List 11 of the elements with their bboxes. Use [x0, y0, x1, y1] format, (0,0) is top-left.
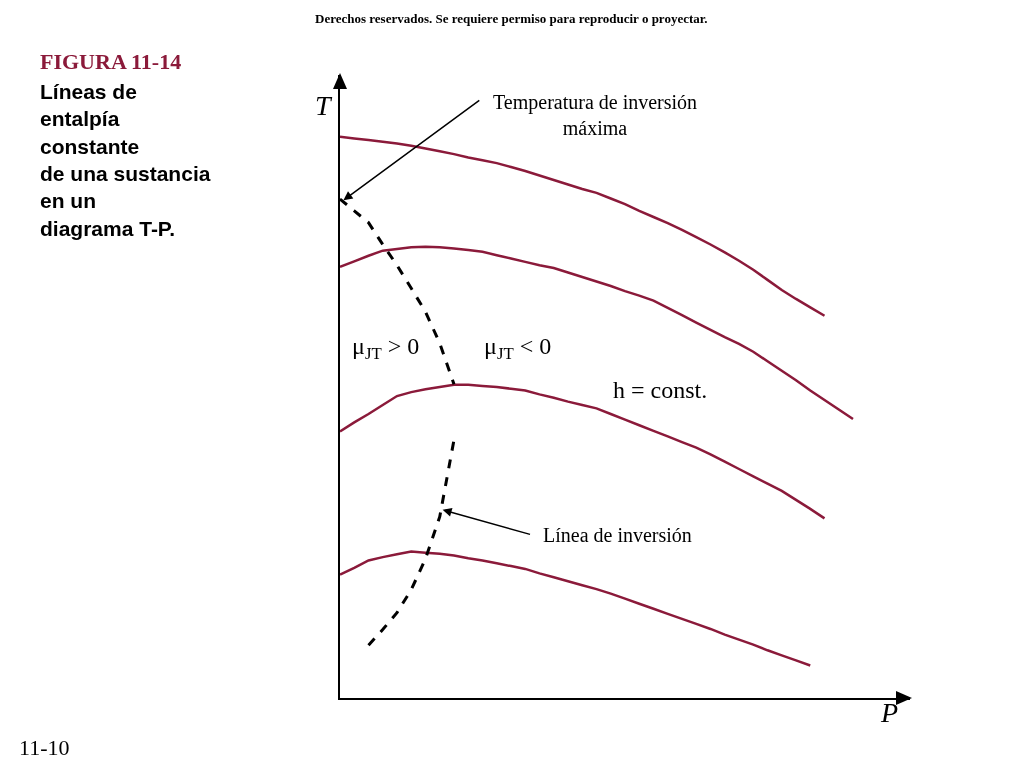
y-axis-title: T: [315, 90, 333, 121]
x-axis-title: P: [880, 697, 899, 728]
annotation: h = const.: [613, 377, 708, 403]
annotation: μ$_{JT}$ < 0: [484, 333, 552, 364]
text: 11-10: [19, 735, 70, 760]
annotation: Línea de inversión: [543, 524, 692, 546]
text: Líneas de entalpía constante de una sustancia en un diagrama T-P.: [40, 80, 211, 240]
text: FIGURA 11-14: [40, 49, 182, 74]
annotation: Temperatura de inversión máxima: [493, 91, 698, 139]
annotation: μ$_{JT}$ > 0: [352, 333, 420, 364]
text: Derechos reservados. Se requiere permiso para reproducir o proyectar.: [315, 11, 708, 26]
